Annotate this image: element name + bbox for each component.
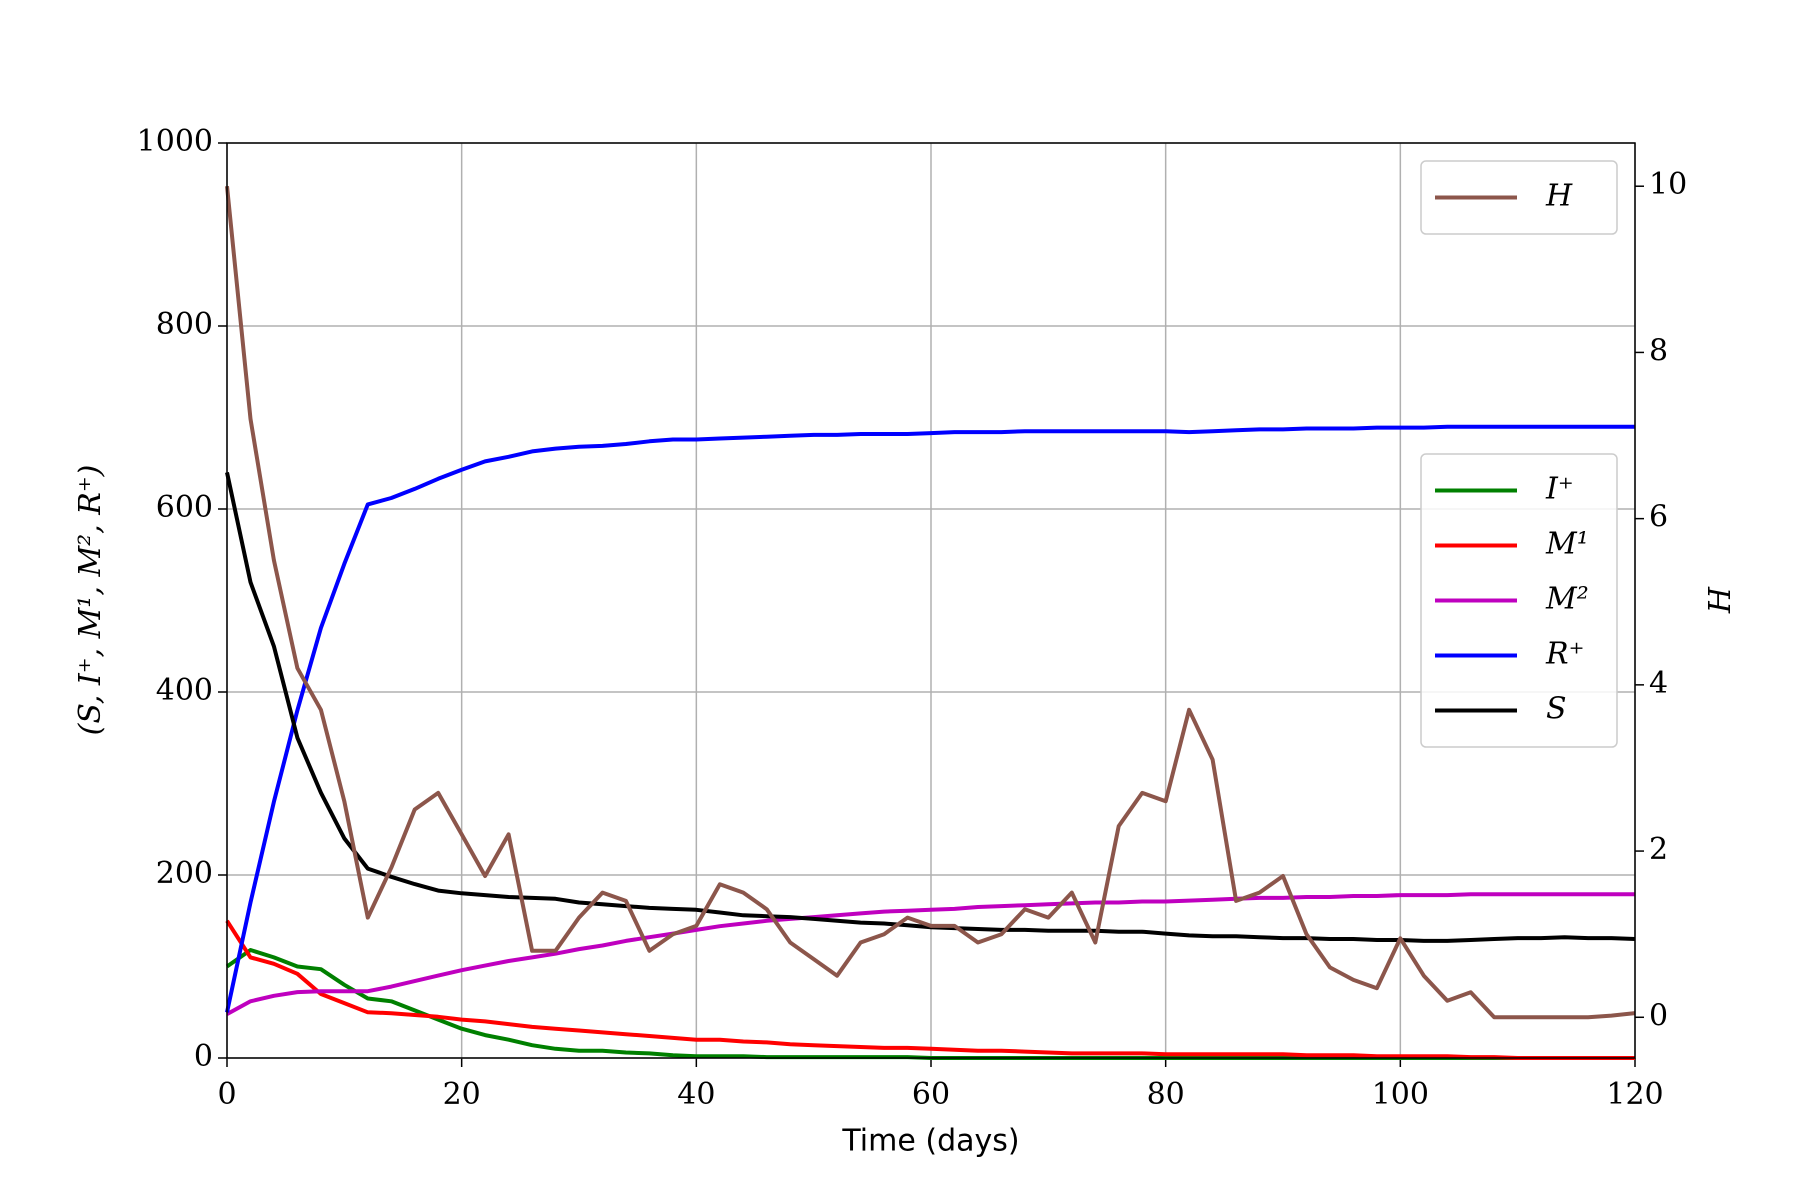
x-tick-label: 80 (1147, 1077, 1185, 1112)
legend-label: M¹ (1545, 527, 1589, 562)
y2-tick-label: 4 (1649, 666, 1668, 701)
x-tick-label: 60 (912, 1077, 950, 1112)
y2-tick-label: 8 (1649, 333, 1668, 368)
legend-label: I⁺ (1545, 472, 1574, 507)
legend-label: S (1546, 692, 1567, 727)
y2-tick-label: 10 (1649, 167, 1687, 202)
x-tick-label: 120 (1606, 1077, 1663, 1112)
x-tick-label: 100 (1372, 1077, 1429, 1112)
y-tick-label: 800 (156, 307, 213, 342)
y-tick-label: 600 (156, 490, 213, 525)
y2-tick-label: 6 (1649, 500, 1668, 535)
plot-frame (226, 142, 1636, 1059)
series-line (226, 892, 1635, 1016)
legend-box (1420, 160, 1618, 235)
legend-box (1420, 453, 1618, 748)
series-line (225, 919, 1635, 1060)
y-axis-label: (S, I⁺, M¹, M², R⁺) (73, 465, 108, 736)
series-line (225, 185, 1636, 1020)
y2-tick-label: 2 (1649, 832, 1668, 867)
x-axis-label: Time (days) (841, 1124, 1019, 1159)
y2-axis-label: H (1703, 586, 1738, 614)
series-line (225, 424, 1635, 1013)
y-tick-label: 400 (156, 673, 213, 708)
y-tick-label: 200 (156, 856, 213, 891)
x-tick-label: 20 (443, 1077, 481, 1112)
y2-tick-label: 0 (1649, 998, 1668, 1033)
legend-label: H (1545, 179, 1573, 214)
x-tick-label: 40 (677, 1077, 715, 1112)
legend-label: M² (1545, 582, 1589, 617)
legend-label: R⁺ (1545, 637, 1584, 672)
y-tick-label: 0 (194, 1039, 213, 1074)
y-tick-label: 1000 (137, 124, 213, 159)
x-tick-label: 0 (217, 1077, 236, 1112)
